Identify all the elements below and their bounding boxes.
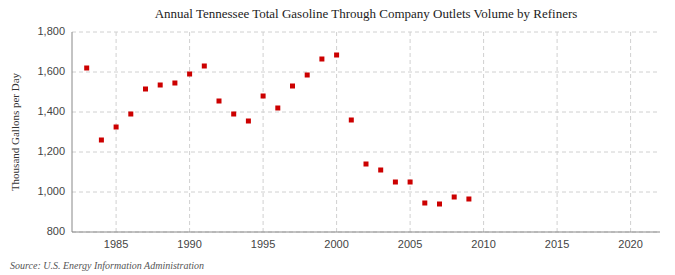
x-tick-label: 1995 — [251, 238, 275, 250]
y-grid-line — [72, 232, 660, 233]
point — [217, 99, 222, 104]
y-tick-label: 1,600 — [37, 65, 65, 77]
point — [202, 64, 207, 69]
y-tick-label: 800 — [47, 225, 65, 237]
point — [99, 138, 104, 143]
x-axis-line — [72, 232, 660, 233]
x-grid-line — [483, 32, 484, 232]
axes: 800 1,000 1,200 1,400 1,600 1,800 1985 1990 1995… — [37, 25, 660, 250]
point — [364, 162, 369, 167]
source-note: Source: U.S. Energy Information Administ… — [10, 260, 204, 271]
y-tick-label: 1,200 — [37, 145, 65, 157]
y-grid-line — [72, 32, 660, 33]
point — [290, 84, 295, 89]
x-tick-label: 2010 — [471, 238, 495, 250]
point — [275, 106, 280, 111]
x-tick-label: 2005 — [398, 238, 422, 250]
point — [437, 202, 442, 207]
points — [84, 53, 471, 207]
x-grid-line — [630, 32, 631, 232]
y-axis-line — [72, 32, 73, 232]
point — [246, 119, 251, 124]
point — [334, 53, 339, 58]
chart: 800 1,000 1,200 1,400 1,600 1,800 1985 1990 1995… — [0, 0, 675, 275]
point — [158, 83, 163, 88]
y-tick-label: 1,800 — [37, 25, 65, 37]
x-grid-line — [263, 32, 264, 232]
y-tick-label: 1,000 — [37, 185, 65, 197]
point — [128, 112, 133, 117]
y-grid-line — [72, 112, 660, 113]
point — [143, 87, 148, 92]
point — [393, 180, 398, 185]
point — [378, 168, 383, 173]
y-grid-line — [72, 72, 660, 73]
x-grid-line — [336, 32, 337, 232]
x-tick-label: 1990 — [177, 238, 201, 250]
y-axis-label: Thousand Gallons per Day — [9, 72, 21, 191]
point — [172, 81, 177, 86]
point — [408, 180, 413, 185]
grid — [72, 32, 660, 232]
point — [422, 201, 427, 206]
x-grid-line — [557, 32, 558, 232]
y-grid-line — [72, 152, 660, 153]
point — [114, 125, 119, 130]
x-tick-label: 2020 — [618, 238, 642, 250]
y-grid-line — [72, 192, 660, 193]
x-tick-label: 2000 — [324, 238, 348, 250]
point — [187, 72, 192, 77]
point — [349, 118, 354, 123]
point — [452, 195, 457, 200]
x-grid-line — [410, 32, 411, 232]
title: Annual Tennessee Total Gasoline Through … — [155, 6, 578, 21]
point — [305, 73, 310, 78]
point — [84, 66, 89, 71]
x-tick-label: 1985 — [104, 238, 128, 250]
x-grid-line — [116, 32, 117, 232]
point — [466, 197, 471, 202]
x-grid-line — [189, 32, 190, 232]
x-tick-label: 2015 — [545, 238, 569, 250]
point — [261, 94, 266, 99]
point — [319, 57, 324, 62]
point — [231, 112, 236, 117]
y-tick-label: 1,400 — [37, 105, 65, 117]
chart-container: 800 1,000 1,200 1,400 1,600 1,800 1985 1990 1995… — [0, 0, 675, 275]
